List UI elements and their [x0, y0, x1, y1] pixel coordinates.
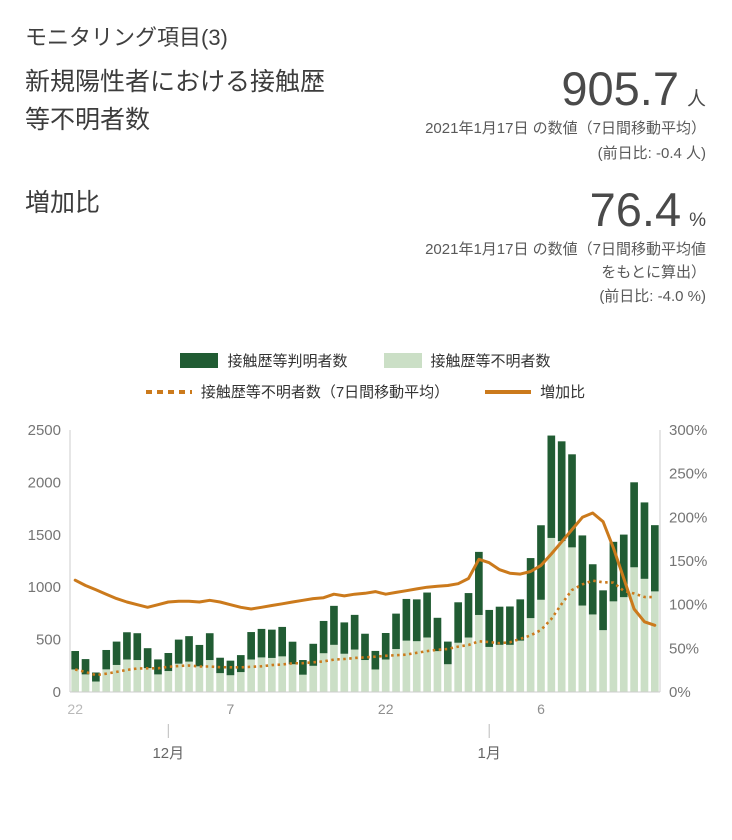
chart-legend: 接触歴等判明者数 接触歴等不明者数 接触歴等不明者数（7日間移動平均） 増加比 — [25, 350, 706, 402]
svg-text:2500: 2500 — [28, 422, 61, 439]
metric-increase-ratio-label: 増加比 — [25, 188, 101, 217]
metric-unknown-contacts-unit: 人 — [686, 89, 706, 110]
metric-increase-ratio-value-block: 76.4% 2021年1月17日 の数値（7日間移動平均値 をもとに算出） (前… — [325, 182, 706, 307]
legend-label-known: 接触歴等判明者数 — [227, 353, 348, 371]
chart-area: 0 500 1000 1500 2000 2500 0% 50% 100% 150% 200% 250… — [10, 416, 708, 769]
svg-text:50%: 50% — [669, 641, 699, 658]
stacked-bar-line-chart: 0 500 1000 1500 2000 2500 0% 50% 100% 150% 200% 250… — [28, 422, 708, 762]
panel-title: モニタリング項目(3) — [25, 25, 228, 50]
svg-text:200%: 200% — [669, 510, 707, 527]
legend-item-ratio: 増加比 — [485, 381, 585, 402]
metric-unknown-contacts-note: 2021年1月17日 の数値（7日間移動平均） — [425, 120, 706, 138]
svg-text:0: 0 — [53, 684, 61, 701]
metric-unknown-contacts-value: 905.7 — [561, 62, 679, 115]
legend-item-known: 接触歴等判明者数 — [180, 350, 348, 371]
metric-increase-ratio-note-2: をもとに算出） — [601, 264, 706, 282]
svg-text:7: 7 — [227, 701, 235, 717]
legend-label-unknown: 接触歴等不明者数 — [430, 353, 551, 371]
metric-unknown-contacts-diff: (前日比: -0.4 人) — [597, 144, 706, 162]
legend-row-lines: 接触歴等不明者数（7日間移動平均） 増加比 — [25, 381, 706, 402]
bar-unknown-swatch-icon — [383, 353, 422, 369]
svg-text:250%: 250% — [669, 466, 707, 483]
svg-text:6: 6 — [537, 701, 545, 717]
metric-increase-ratio-value: 76.4 — [589, 182, 682, 236]
legend-item-ma7: 接触歴等不明者数（7日間移動平均） — [145, 381, 450, 402]
svg-text:1500: 1500 — [28, 527, 61, 544]
dotted-line-swatch-icon — [145, 389, 192, 394]
metric-increase-ratio-value-line: 76.4% — [325, 182, 706, 236]
svg-text:1月: 1月 — [478, 745, 501, 762]
legend-row-bars: 接触歴等判明者数 接触歴等不明者数 — [25, 350, 706, 371]
bar-known-swatch-icon — [180, 353, 219, 369]
svg-text:2000: 2000 — [28, 475, 61, 492]
svg-text:150%: 150% — [669, 553, 707, 570]
bars-group — [71, 435, 659, 693]
svg-text:300%: 300% — [669, 422, 707, 439]
svg-text:12月: 12月 — [152, 745, 184, 762]
ma7-dotted-line — [74, 579, 655, 677]
metric-increase-ratio-diff: (前日比: -4.0 %) — [599, 288, 706, 306]
legend-label-ma7: 接触歴等不明者数（7日間移動平均） — [200, 384, 450, 402]
metric-unknown-contacts: 新規陽性者における接触歴等不明者数 905.7 人 2021年1月17日 の数値（… — [25, 64, 706, 163]
metric-increase-ratio-unit: % — [689, 209, 706, 231]
svg-text:22: 22 — [378, 701, 394, 717]
svg-text:0%: 0% — [669, 684, 691, 701]
metric-increase-ratio-note-1: 2021年1月17日 の数値（7日間移動平均値 — [425, 240, 706, 258]
legend-item-unknown: 接触歴等不明者数 — [383, 350, 551, 371]
metric-increase-ratio: 増加比 76.4% 2021年1月17日 の数値（7日間移動平均値 をもとに算出… — [25, 182, 706, 307]
legend-label-ratio: 増加比 — [540, 384, 586, 402]
metric-unknown-contacts-value-block: 905.7 人 2021年1月17日 の数値（7日間移動平均） (前日比: -0.… — [325, 64, 706, 163]
svg-text:500: 500 — [36, 632, 61, 649]
svg-text:22: 22 — [67, 701, 83, 717]
metric-unknown-contacts-value-line: 905.7 人 — [325, 64, 706, 113]
solid-line-swatch-icon — [485, 389, 532, 394]
svg-text:1000: 1000 — [28, 580, 61, 597]
ratio-solid-line — [73, 511, 657, 628]
svg-text:100%: 100% — [669, 597, 707, 614]
metric-unknown-contacts-label: 新規陽性者における接触歴等不明者数 — [25, 68, 326, 134]
